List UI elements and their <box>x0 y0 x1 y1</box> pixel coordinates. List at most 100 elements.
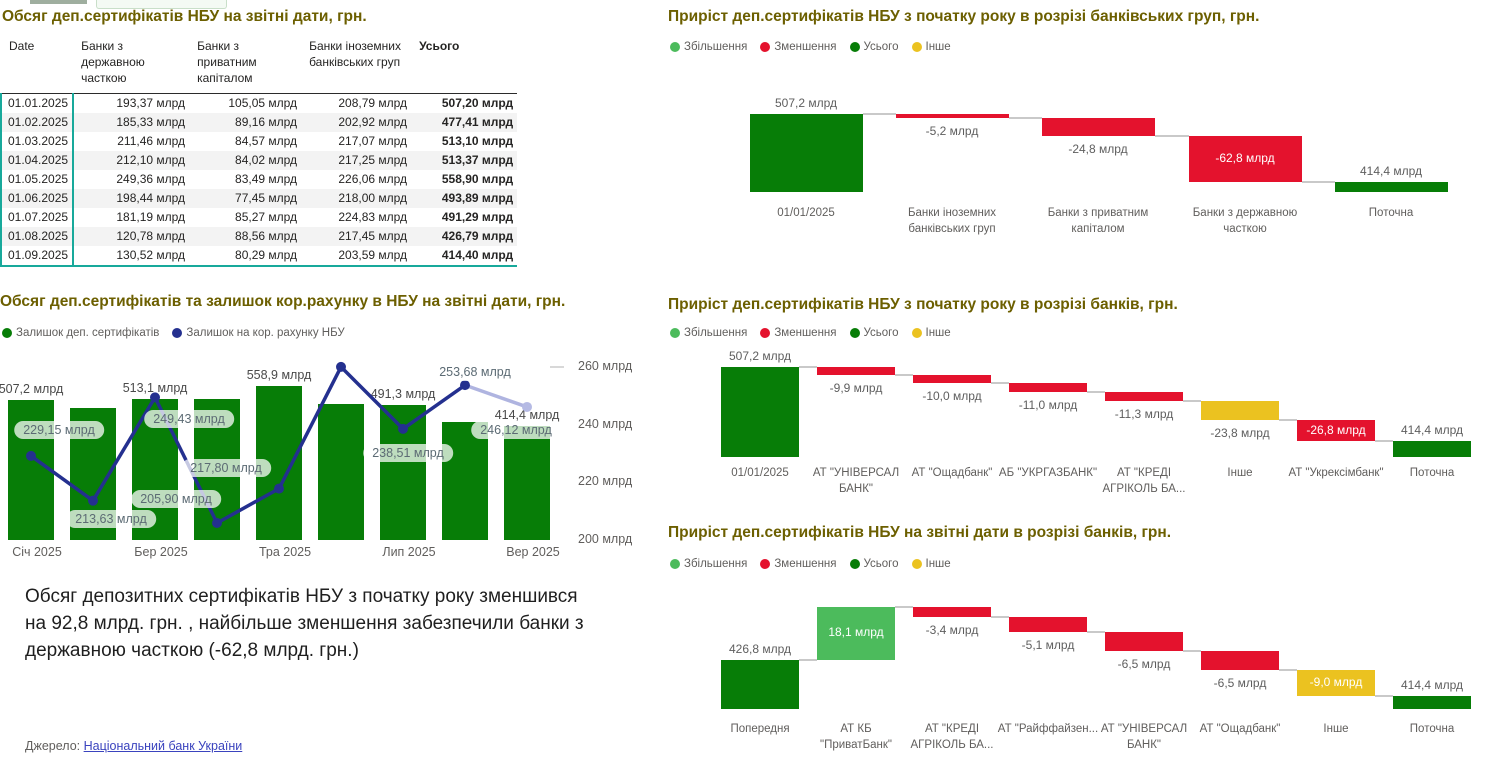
value-cell: 181,19 млрд <box>116 210 186 225</box>
legend-item[interactable]: Усього <box>849 558 899 570</box>
column-header[interactable]: Усього <box>419 39 460 53</box>
legend-item[interactable]: Усього <box>849 327 899 339</box>
legend-item[interactable]: Інше <box>911 41 951 53</box>
waterfall-bar[interactable] <box>913 606 991 617</box>
column-header[interactable]: Date <box>9 39 35 53</box>
waterfall-data-label: -9,9 млрд <box>829 381 883 396</box>
waterfall-connector <box>1183 649 1201 652</box>
waterfall-data-label: -3,4 млрд <box>925 622 979 637</box>
waterfall-connector <box>799 366 817 369</box>
column-header[interactable]: Банки з приватним капіталом <box>197 39 257 86</box>
table-row[interactable]: 01.05.2025 249,36 млрд 83,49 млрд 226,06 мл… <box>0 169 517 189</box>
legend-item[interactable]: Інше <box>911 327 951 339</box>
table-row[interactable]: 01.09.2025 130,52 млрд 80,29 млрд 203,59 мл… <box>0 245 518 267</box>
column-header[interactable]: Банки іноземних банківських груп <box>309 39 401 70</box>
cropped-control[interactable] <box>96 0 227 9</box>
table-row[interactable]: 01.06.2025 198,44 млрд 77,45 млрд 218,00 мл… <box>0 188 518 208</box>
value-cell: 120,78 млрд <box>116 229 186 244</box>
legend-item[interactable]: Збільшення <box>670 41 747 53</box>
waterfall-bar[interactable] <box>1201 650 1279 670</box>
legend-label: Залишок на кор. рахунку НБУ <box>186 327 345 339</box>
value-cell: 88,56 млрд <box>235 229 298 244</box>
line-data-label: 238,51 млрд <box>363 443 453 462</box>
waterfall-bar[interactable] <box>1188 135 1302 182</box>
waterfall-bar[interactable] <box>895 113 1009 118</box>
waterfall-bar[interactable] <box>1105 631 1183 651</box>
legend-item[interactable]: Залишок деп. сертифікатів <box>2 327 159 339</box>
waterfall-bar[interactable] <box>1393 696 1471 709</box>
combo-legend: Залишок деп. сертифікатів Залишок на кор.… <box>2 327 345 339</box>
line-point[interactable] <box>150 392 160 403</box>
table-row[interactable]: 01.07.2025 181,19 млрд 85,27 млрд 224,83 мл… <box>0 207 517 227</box>
waterfall-bar[interactable] <box>817 606 895 660</box>
date-cell: 01.05.2025 <box>0 169 75 189</box>
waterfall-bar[interactable] <box>1105 391 1183 401</box>
waterfall-connector <box>1087 630 1105 633</box>
waterfall-bar[interactable] <box>1297 420 1375 442</box>
legend-label: Усього <box>863 327 899 339</box>
y-axis-tick-mark <box>550 365 564 368</box>
line-segment <box>277 366 343 490</box>
table-row[interactable]: 01.08.2025 120,78 млрд 88,56 млрд 217,45 мл… <box>0 226 518 246</box>
legend-item[interactable]: Зменшення <box>760 41 837 53</box>
table-row[interactable]: 01.04.2025 212,10 млрд 84,02 млрд 217,25 мл… <box>0 150 518 170</box>
source-label: Джерело: <box>25 739 84 753</box>
waterfall-bar[interactable] <box>1393 441 1471 457</box>
cropped-control[interactable] <box>30 0 87 4</box>
waterfall-data-label: 507,2 млрд <box>728 349 792 364</box>
table-row[interactable]: 01.03.2025 211,46 млрд 84,57 млрд 217,07 мл… <box>0 131 517 151</box>
waterfall-connector <box>1301 180 1335 183</box>
legend-label: Усього <box>863 41 899 53</box>
waterfall-bar[interactable] <box>721 367 799 457</box>
waterfall-banks-ytd-chart: Приріст деп.сертифікатів НБУ з початку р… <box>668 296 1496 518</box>
column-bar[interactable] <box>504 425 550 540</box>
legend-item[interactable]: Усього <box>849 41 899 53</box>
line-point[interactable] <box>26 450 36 461</box>
line-point[interactable] <box>274 483 284 494</box>
column-bar[interactable] <box>442 422 488 540</box>
waterfall-bar[interactable] <box>1201 401 1279 421</box>
value-cell: 426,79 млрд <box>441 229 514 244</box>
y-axis-tick-label: 220 млрд <box>578 474 633 489</box>
waterfall-bar[interactable] <box>1009 383 1087 392</box>
waterfall-bar[interactable] <box>913 375 991 384</box>
source-link[interactable]: Національний банк України <box>83 739 243 753</box>
line-point[interactable] <box>398 423 408 434</box>
waterfall-connector <box>1183 400 1201 402</box>
waterfall-data-label: -26,8 млрд <box>1306 422 1366 437</box>
waterfall-bar[interactable] <box>1009 616 1087 632</box>
line-point[interactable] <box>522 401 532 412</box>
waterfall-data-label: 414,4 млрд <box>1359 163 1423 178</box>
column-header[interactable]: Банки з державною часткою <box>81 39 145 86</box>
waterfall-bar[interactable] <box>749 113 863 192</box>
waterfall-bar[interactable] <box>817 367 895 376</box>
x-axis-category-label: АТ "КРЕДІ АГРІКОЛЬ БА... <box>1102 467 1186 495</box>
waterfall-data-label: -5,2 млрд <box>925 123 979 138</box>
legend-dot-icon <box>911 42 922 52</box>
legend-item[interactable]: Залишок на кор. рахунку НБУ <box>172 327 345 339</box>
legend-label: Зменшення <box>774 558 837 570</box>
line-point[interactable] <box>88 495 98 506</box>
legend-item[interactable]: Зменшення <box>760 558 837 570</box>
waterfall-bar[interactable] <box>721 659 799 709</box>
waterfall-bar[interactable] <box>1297 669 1375 697</box>
line-point[interactable] <box>460 380 470 391</box>
table-row[interactable]: 01.01.2025 193,37 млрд 105,05 млрд 208,79 м… <box>0 93 517 113</box>
x-axis-category-label: АТ "УНІВЕРСАЛ БАНК" <box>812 467 900 495</box>
column-bar[interactable] <box>318 403 364 540</box>
waterfall-bar[interactable] <box>1041 117 1155 136</box>
date-cell: 01.01.2025 <box>0 93 75 113</box>
legend-dot-icon <box>760 559 771 569</box>
legend-item[interactable]: Зменшення <box>760 327 837 339</box>
value-cell: 80,29 млрд <box>189 245 302 267</box>
combo-plot-area: 507,2 млрд 513,1 млрд 558,9 млрд 491,3 млрд… <box>0 293 648 578</box>
waterfall-bar[interactable] <box>1334 181 1448 192</box>
line-point[interactable] <box>336 361 346 372</box>
legend-item[interactable]: Інше <box>911 558 951 570</box>
line-point[interactable] <box>212 517 222 528</box>
table-row[interactable]: 01.02.2025 185,33 млрд 89,16 млрд 202,92 мл… <box>0 112 518 132</box>
legend-item[interactable]: Збільшення <box>670 558 747 570</box>
y-axis-tick-label: 200 млрд <box>578 532 633 546</box>
legend-item[interactable]: Збільшення <box>670 327 747 339</box>
value-cell: 477,41 млрд <box>441 115 514 130</box>
